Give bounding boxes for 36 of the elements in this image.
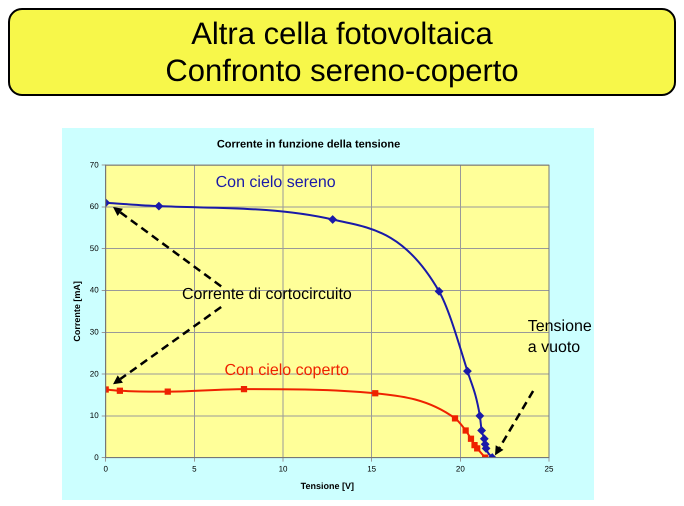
point [372,390,378,396]
point [154,202,163,210]
chart-title: Altra cella fotovoltaica Confronto sereno-coperto [8,8,676,96]
annotation: Corrente di cortocircuito [182,284,352,305]
y-tick-label: 60 [90,202,100,212]
point [474,445,480,452]
x-axis-title: Tensione [V] [300,481,354,492]
x-tick-label: 5 [192,464,198,474]
point [462,427,469,434]
x-tick-label: 10 [278,464,288,474]
point [478,426,486,434]
annotation: Tensione a vuoto [528,317,592,358]
x-tick-label: 0 [103,464,108,474]
y-tick-label: 50 [90,244,100,253]
chart-subtitle: Corrente in funzione della tensione [216,138,400,151]
x-tick-label: 20 [456,464,466,474]
point [463,367,472,376]
point [452,415,458,422]
point [468,436,474,442]
point [164,388,171,395]
y-tick-label: 40 [90,286,100,295]
point [328,216,337,224]
x-tick-label: 25 [544,464,554,474]
point [240,386,248,392]
point [435,287,444,296]
y-tick-label: 70 [90,160,100,170]
y-tick-label: 30 [90,327,100,336]
series-label: Con cielo sereno [216,172,336,193]
y-tick-label: 10 [90,411,100,420]
y-tick-label: 20 [90,369,100,378]
point [116,388,124,394]
series-label: Con cielo coperto [224,360,350,381]
y-tick-label: 0 [94,452,100,462]
x-tick-label: 15 [367,464,377,474]
point [476,412,484,420]
y-axis-title: Corrente [mA] [72,281,82,342]
